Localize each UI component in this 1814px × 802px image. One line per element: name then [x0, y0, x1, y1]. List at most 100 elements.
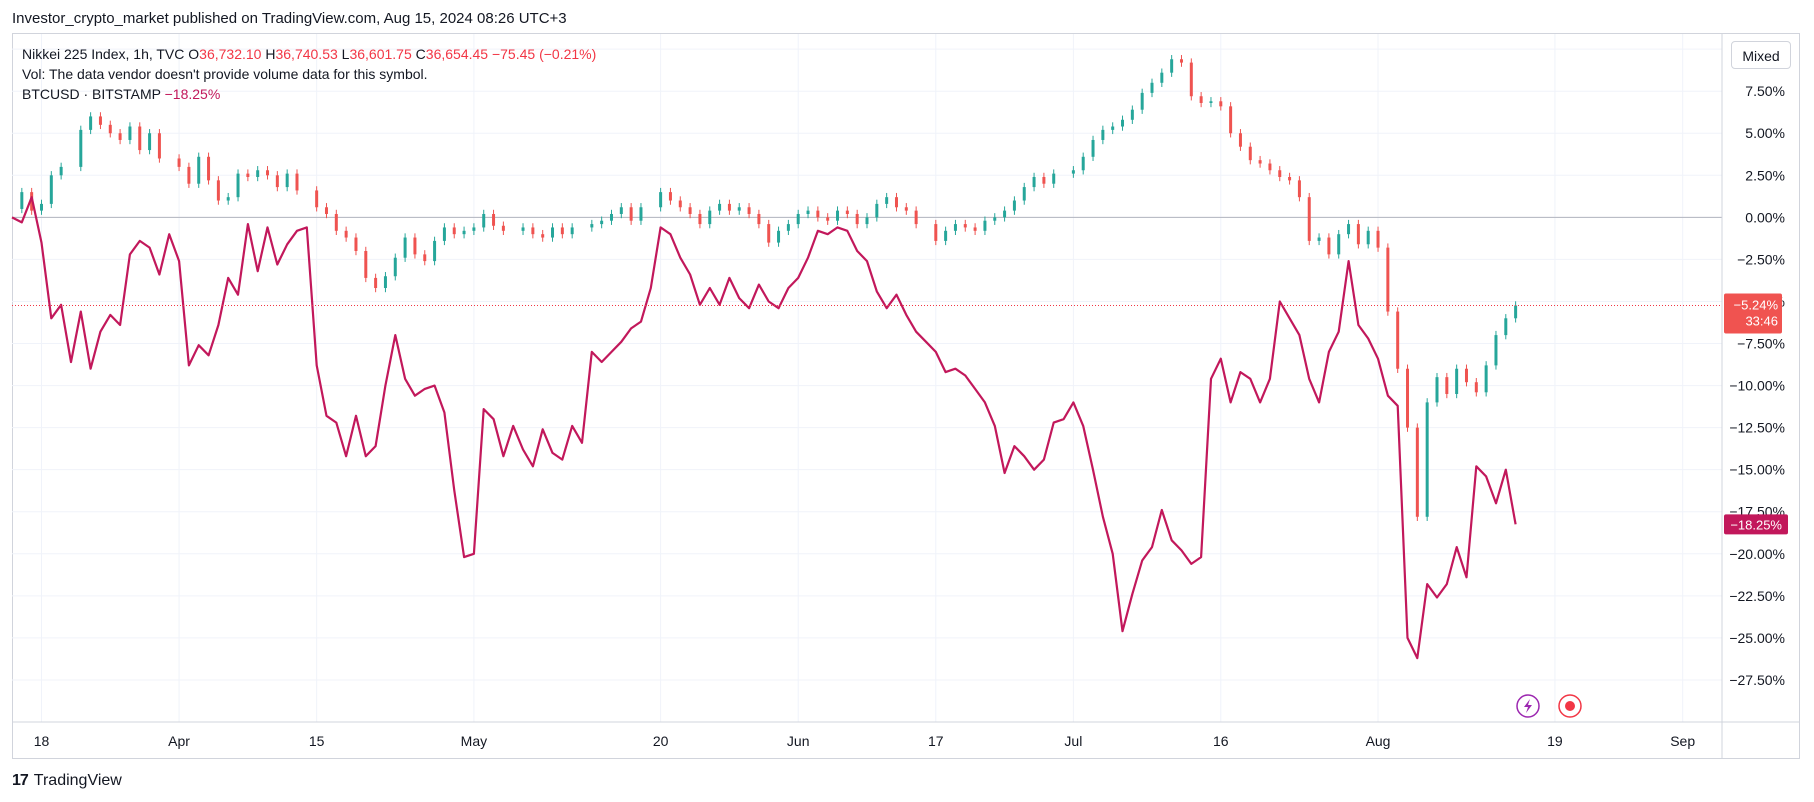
nikkei-candle-47 — [501, 221, 505, 236]
nikkei-candle-22 — [246, 169, 250, 182]
nikkei-candle-138 — [1445, 372, 1449, 399]
nikkei-candle-17 — [197, 152, 201, 188]
nikkei-candle-95 — [1012, 196, 1016, 215]
nikkei-candle-85 — [904, 203, 908, 215]
nikkei-candle-11 — [128, 122, 132, 145]
y-tick-label-7: −7.50% — [1737, 336, 1785, 352]
record-icon[interactable] — [1558, 694, 1582, 718]
nikkei-candle-48 — [521, 223, 525, 236]
x-tick-label-0: 18 — [34, 733, 50, 749]
nikkei-candle-34 — [374, 273, 378, 293]
nikkei-candle-33 — [364, 246, 368, 283]
nikkei-candle-108 — [1150, 78, 1154, 98]
nikkei-candle-54 — [590, 219, 594, 232]
nikkei-candle-65 — [708, 206, 712, 229]
nikkei-candle-75 — [806, 206, 810, 219]
nikkei-candle-127 — [1337, 229, 1341, 259]
x-tick-label-5: Jun — [787, 733, 810, 749]
nikkei-candle-62 — [678, 196, 682, 212]
nikkei-candle-42 — [452, 223, 456, 239]
nikkei-candle-144 — [1504, 314, 1508, 340]
nikkei-candle-5 — [59, 162, 63, 180]
scale-mode-button[interactable]: Mixed — [1731, 41, 1791, 69]
y-tick-label-5: −2.50% — [1737, 251, 1785, 267]
nikkei-candle-55 — [600, 216, 604, 229]
nikkei-candle-14 — [157, 129, 161, 163]
legend-o-value: 36,732.10 — [199, 46, 262, 62]
nikkei-candle-136 — [1425, 398, 1429, 521]
nikkei-last-label: −5.24% — [1734, 297, 1779, 312]
nikkei-candle-27 — [295, 169, 299, 195]
legend-change: −75.45 (−0.21%) — [491, 46, 597, 62]
legend-c-value: 36,654.45 — [425, 46, 489, 62]
nikkei-candle-70 — [757, 209, 761, 229]
nikkei-candle-120 — [1268, 159, 1272, 175]
nikkei-candle-59 — [639, 203, 643, 225]
nikkei-candle-115 — [1219, 97, 1223, 111]
nikkei-candle-116 — [1229, 102, 1233, 138]
nikkei-candle-101 — [1081, 152, 1085, 175]
nikkei-candle-15 — [177, 154, 181, 172]
nikkei-candle-88 — [944, 226, 948, 246]
legend-main-row: Nikkei 225 Index, 1h, TVC O36,732.10 H36… — [22, 44, 596, 64]
nikkei-candle-53 — [570, 223, 574, 239]
nikkei-candle-99 — [1052, 169, 1056, 188]
nikkei-candle-73 — [786, 219, 790, 236]
nikkei-candle-69 — [747, 203, 751, 219]
legend-c-label: C — [415, 46, 426, 62]
chart-frame — [12, 33, 1800, 759]
nikkei-candle-64 — [698, 209, 702, 229]
nikkei-candle-105 — [1121, 115, 1125, 131]
grid-lines — [12, 34, 1722, 722]
nikkei-candle-110 — [1170, 55, 1174, 77]
nikkei-candle-41 — [442, 223, 446, 246]
y-tick-label-8: −10.00% — [1729, 378, 1785, 394]
nikkei-candle-32 — [354, 233, 358, 256]
x-axis: 18 Apr 15 May 20 Jun 17 Jul 16 Aug 19 Sep — [12, 721, 1800, 749]
nikkei-candle-129 — [1356, 219, 1360, 249]
y-tick-label-4: 0.00% — [1745, 209, 1785, 225]
legend-compare-value: −18.25% — [164, 86, 221, 102]
nikkei-candle-103 — [1101, 125, 1105, 145]
x-tick-label-4: 20 — [653, 733, 669, 749]
legend: Nikkei 225 Index, 1h, TVC O36,732.10 H36… — [22, 44, 596, 104]
nikkei-candle-128 — [1347, 219, 1351, 239]
legend-o-label: O — [188, 46, 200, 62]
x-tick-label-11: Sep — [1670, 733, 1695, 749]
nikkei-countdown: 33:46 — [1745, 313, 1778, 328]
nikkei-candle-50 — [541, 229, 545, 242]
x-tick-label-7: Jul — [1064, 733, 1082, 749]
nikkei-candle-71 — [767, 219, 771, 247]
nikkei-candle-135 — [1415, 423, 1419, 521]
nikkei-candle-143 — [1494, 330, 1498, 370]
legend-h-value: 36,740.53 — [275, 46, 338, 62]
nikkei-candle-68 — [737, 203, 741, 215]
nikkei-candle-21 — [236, 169, 240, 202]
nikkei-candle-77 — [826, 213, 830, 225]
nikkei-candle-52 — [560, 223, 564, 239]
nikkei-candle-97 — [1032, 172, 1036, 192]
tradingview-logo-icon: 17 — [12, 772, 29, 789]
nikkei-candle-76 — [816, 206, 820, 222]
nikkei-candle-35 — [383, 272, 387, 293]
footer-brand: TradingView — [33, 772, 122, 789]
nikkei-candles — [20, 55, 1518, 521]
nikkei-candle-39 — [423, 250, 427, 266]
nikkei-candle-96 — [1022, 182, 1026, 205]
nikkei-candle-18 — [207, 152, 211, 185]
nikkei-candle-80 — [855, 209, 859, 229]
nikkei-candle-7 — [89, 112, 93, 135]
y-tick-label-1: 7.50% — [1745, 83, 1785, 99]
legend-h-label: H — [265, 46, 276, 62]
lightning-icon[interactable] — [1516, 694, 1540, 718]
nikkei-candle-12 — [138, 122, 142, 155]
x-tick-label-1: Apr — [168, 733, 190, 749]
x-tick-label-6: 17 — [928, 733, 944, 749]
nikkei-candle-46 — [492, 209, 496, 230]
nikkei-candle-137 — [1435, 372, 1439, 407]
y-tick-label-2: 5.00% — [1745, 125, 1785, 141]
nikkei-candle-28 — [315, 186, 319, 212]
y-tick-label-12: −20.00% — [1729, 546, 1785, 562]
nikkei-candle-72 — [777, 226, 781, 247]
